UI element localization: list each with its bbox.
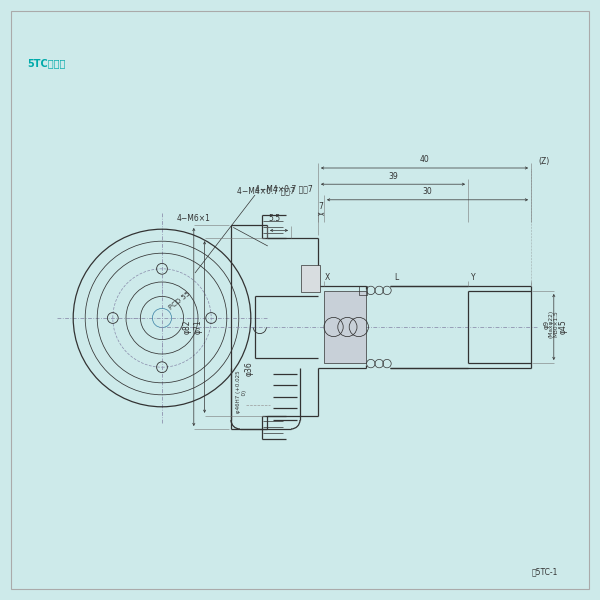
Text: 4−M4×0.7 深サ7: 4−M4×0.7 深サ7 bbox=[255, 184, 313, 193]
Text: 40: 40 bbox=[419, 155, 430, 164]
Bar bbox=[324, 291, 366, 363]
Text: Y: Y bbox=[471, 273, 476, 282]
Text: (Maxφ22): (Maxφ22) bbox=[549, 310, 554, 338]
Text: PCD 55: PCD 55 bbox=[168, 290, 191, 311]
Text: 39: 39 bbox=[388, 172, 398, 181]
Text: φ45: φ45 bbox=[559, 320, 568, 334]
Text: 5TC寸法図: 5TC寸法図 bbox=[27, 58, 65, 68]
Text: 4−M6×1: 4−M6×1 bbox=[177, 214, 211, 223]
Text: L: L bbox=[394, 273, 398, 282]
Text: φ71: φ71 bbox=[193, 320, 202, 334]
Text: φ46H7 (+0.025
          0): φ46H7 (+0.025 0) bbox=[236, 371, 247, 413]
Bar bbox=[301, 265, 320, 292]
Text: 7: 7 bbox=[319, 202, 323, 211]
Text: φ36: φ36 bbox=[244, 361, 253, 376]
Text: φ82: φ82 bbox=[182, 320, 191, 334]
Text: φ9: φ9 bbox=[544, 319, 550, 329]
Text: X: X bbox=[325, 273, 331, 282]
Text: 4−M4×0.7 深サ7: 4−M4×0.7 深サ7 bbox=[237, 186, 295, 195]
Text: 図5TC-1: 図5TC-1 bbox=[532, 567, 558, 576]
Text: 30: 30 bbox=[422, 187, 433, 196]
Text: 5.5: 5.5 bbox=[269, 214, 281, 223]
Text: M30×1.5: M30×1.5 bbox=[554, 311, 559, 337]
Bar bbox=[359, 286, 367, 295]
Text: (Z): (Z) bbox=[538, 157, 550, 166]
